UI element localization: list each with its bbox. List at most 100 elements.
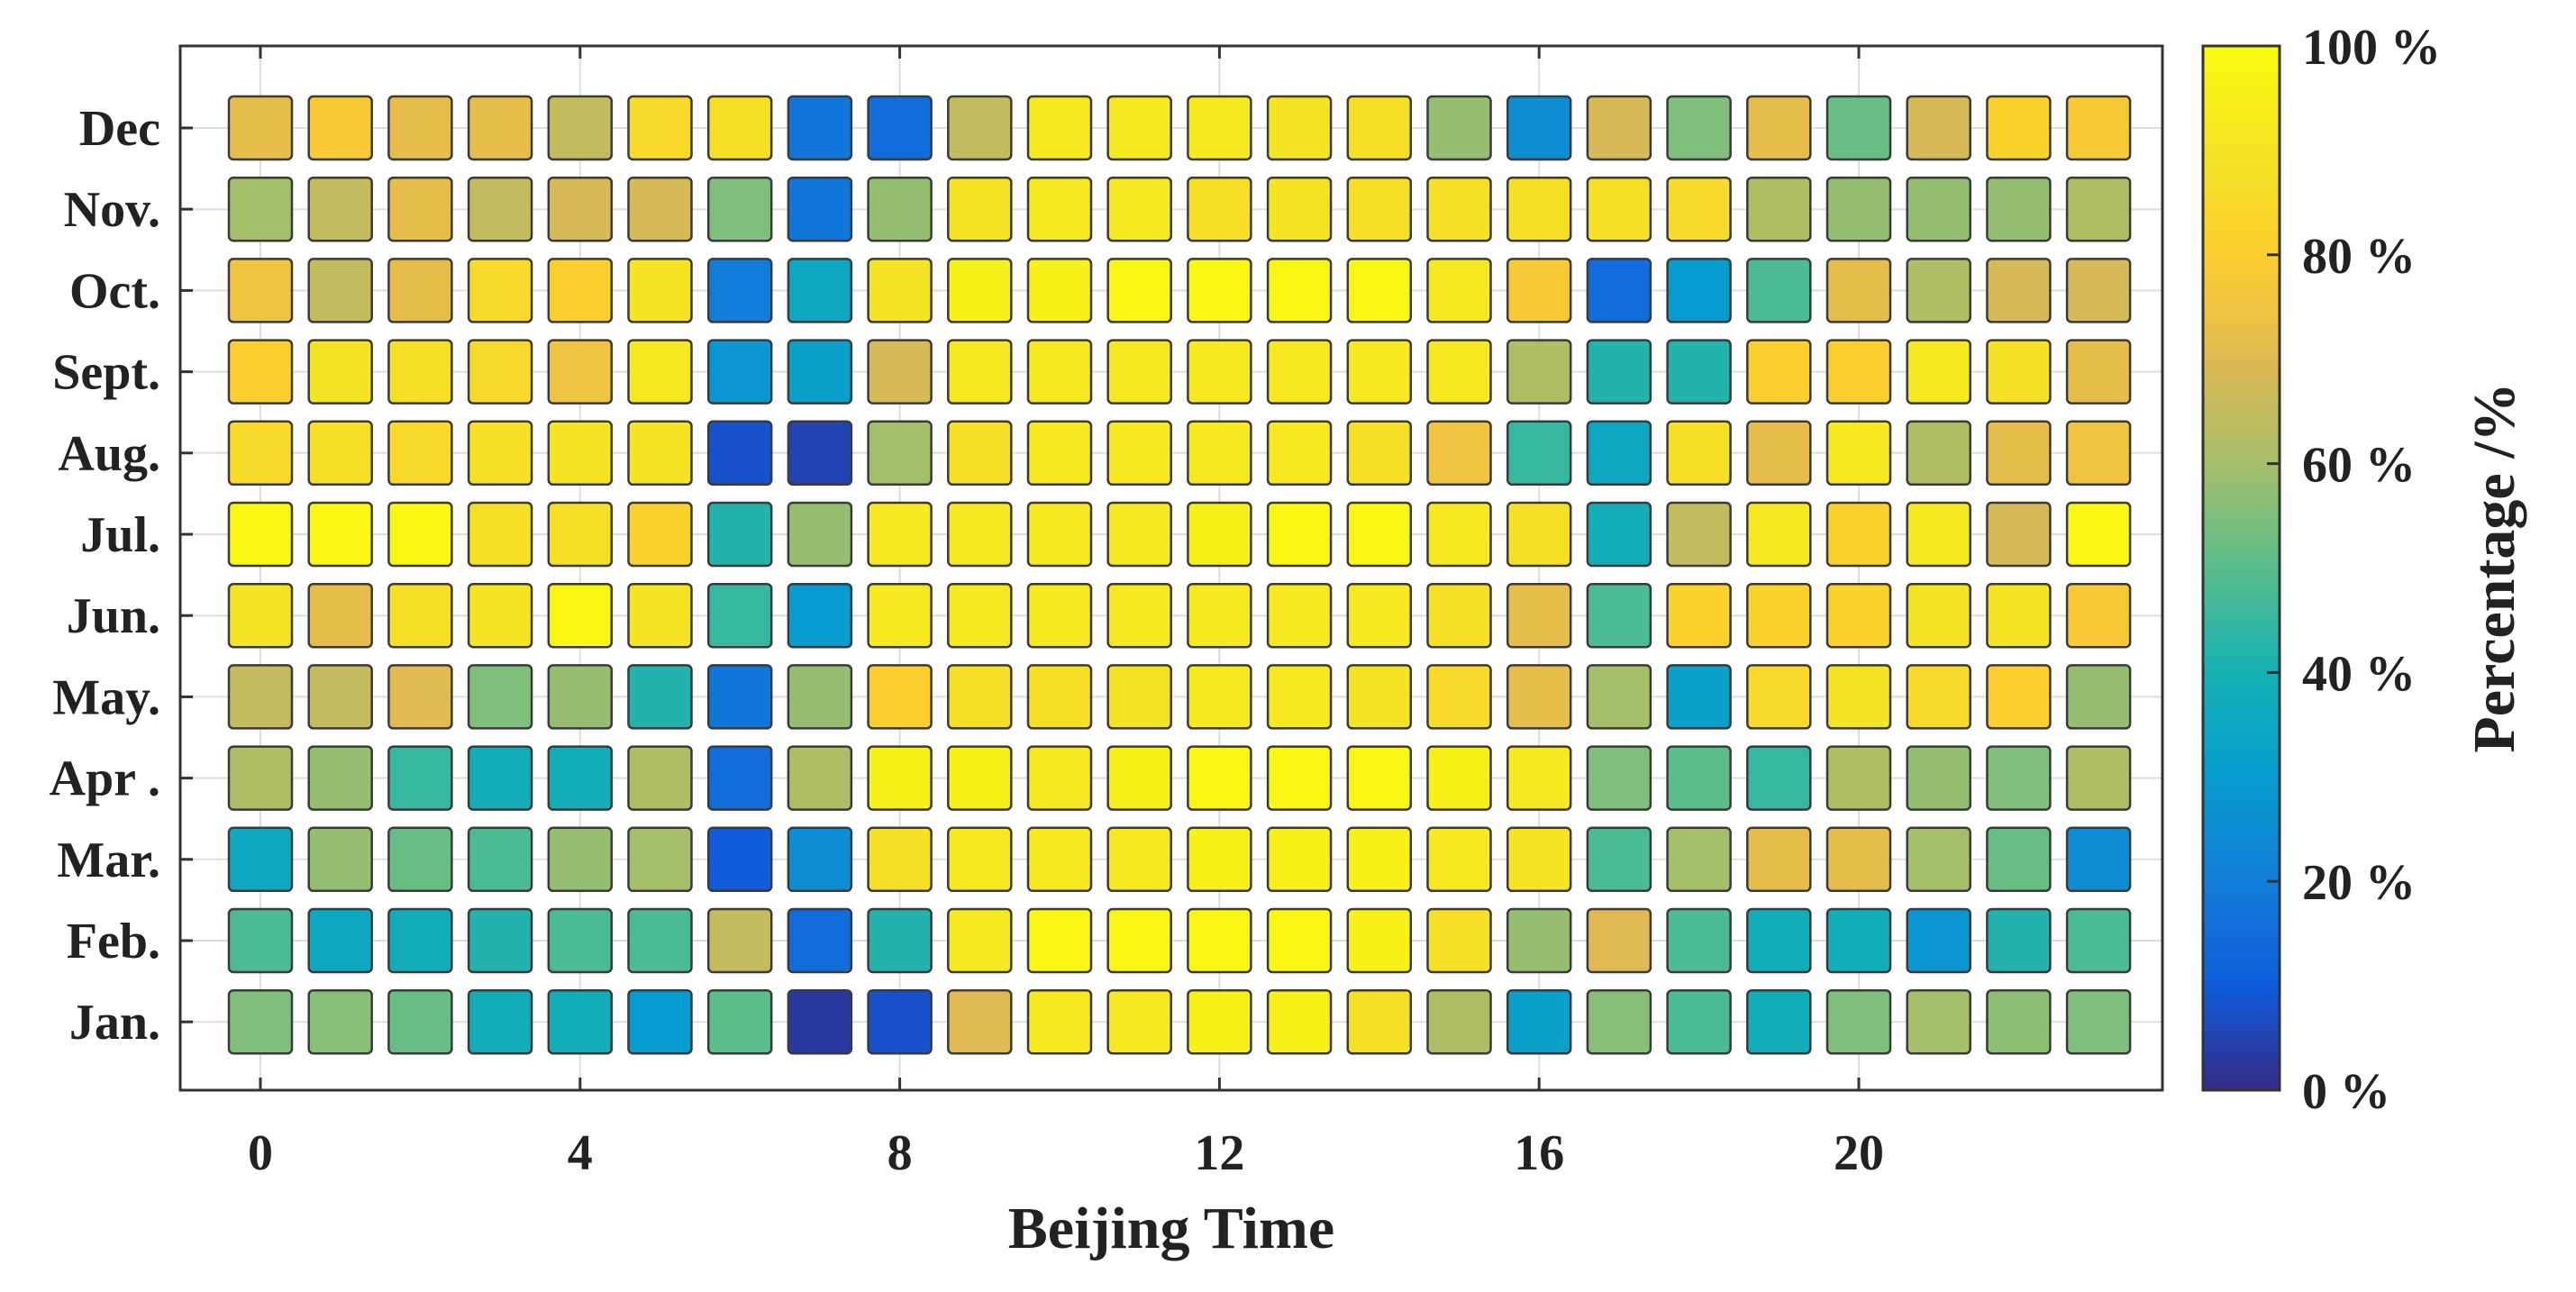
heatmap-cell [706, 907, 773, 974]
heatmap-cell [1586, 420, 1652, 487]
heatmap-cell [787, 664, 853, 730]
heatmap-cell [2065, 664, 2132, 730]
heatmap-cell [387, 664, 453, 730]
heatmap-cell [1187, 339, 1252, 405]
heatmap-cell [1825, 745, 1892, 811]
heatmap-cell [2065, 420, 2132, 487]
heatmap-cell [1346, 501, 1413, 568]
heatmap-cell [1825, 826, 1892, 893]
heatmap-cell [1266, 988, 1333, 1055]
heatmap-cell [1986, 907, 2052, 974]
heatmap-cell [867, 95, 933, 161]
heatmap-cell [627, 907, 693, 974]
colorbar-tick-label: 100 % [2302, 20, 2441, 76]
heatmap-cell [1266, 176, 1333, 242]
heatmap-cell [1666, 988, 1732, 1055]
heatmap-cell [1906, 501, 1971, 568]
heatmap-cell [947, 339, 1013, 405]
heatmap-cell [1666, 501, 1732, 568]
heatmap-cell [1106, 907, 1172, 974]
heatmap-cell [787, 95, 853, 161]
heatmap-cell [307, 826, 373, 893]
heatmap-cell [1346, 664, 1413, 730]
y-axis-ticks: Jan. Feb. Mar. Apr . May. Jun. Jul. Aug. Sept. Oc… [50, 101, 193, 1051]
heatmap-cell [1586, 826, 1652, 893]
heatmap-cell [1586, 988, 1652, 1055]
heatmap-cell [1986, 258, 2052, 323]
heatmap-cell [787, 420, 853, 487]
heatmap-cell [1906, 176, 1971, 242]
heatmap-cell [2065, 745, 2132, 811]
heatmap-cell [627, 95, 693, 161]
heatmap-cell [787, 582, 853, 649]
heatmap-cell [1026, 258, 1093, 323]
heatmap-cell [947, 258, 1013, 323]
heatmap-cell [1346, 258, 1413, 323]
heatmap-cell [1906, 420, 1971, 487]
heatmap-cell [1666, 664, 1732, 730]
heatmap-cell [387, 907, 453, 974]
heatmap-cell [867, 664, 933, 730]
heatmap-cell [387, 176, 453, 242]
colorbar [2201, 44, 2281, 1092]
heatmap-cell [1825, 907, 1892, 974]
heatmap-cell [1187, 501, 1252, 568]
heatmap-cell [387, 501, 453, 568]
heatmap-cell [1506, 95, 1572, 161]
heatmap-cell [947, 907, 1013, 974]
y-tick-label: Oct. [69, 263, 160, 319]
heatmap-cell [1746, 420, 1812, 487]
heatmap-cell [1106, 176, 1172, 242]
heatmap-cell [547, 988, 614, 1055]
heatmap-cell [706, 258, 773, 323]
heatmap-cell [1266, 664, 1333, 730]
heatmap-cell [627, 745, 693, 811]
heatmap-cell [1666, 907, 1732, 974]
heatmap-cell [1187, 420, 1252, 487]
heatmap-cell [1906, 988, 1971, 1055]
heatmap-cell [947, 176, 1013, 242]
heatmap-cell [387, 826, 453, 893]
colorbar-tick-label: 0 % [2302, 1064, 2390, 1120]
heatmap-cell [1426, 258, 1492, 323]
heatmap-cell [1026, 745, 1093, 811]
heatmap-cell [706, 664, 773, 730]
heatmap-cell [787, 745, 853, 811]
heatmap-cell [547, 745, 614, 811]
heatmap-cell [1266, 582, 1333, 649]
heatmap-cell [1346, 95, 1413, 161]
heatmap-cell [2065, 339, 2132, 405]
heatmap-cell [1986, 420, 2052, 487]
heatmap-cell [947, 582, 1013, 649]
heatmap-cell [227, 826, 294, 893]
heatmap-cell [1746, 745, 1812, 811]
heatmap-cell [1506, 339, 1572, 405]
heatmap-cell [1986, 664, 2052, 730]
heatmap-cell [1986, 745, 2052, 811]
heatmap-cell [1746, 95, 1812, 161]
x-axis-ticks: 0 4 8 12 16 20 [248, 46, 1884, 1181]
heatmap-cell [1106, 420, 1172, 487]
heatmap-cell [1506, 745, 1572, 811]
heatmap-cell [1426, 988, 1492, 1055]
heatmap-cell [947, 826, 1013, 893]
heatmap-cell [387, 420, 453, 487]
heatmap-cell [1187, 745, 1252, 811]
heatmap-cell [467, 176, 533, 242]
heatmap-cell [307, 988, 373, 1055]
heatmap-cell [1187, 95, 1252, 161]
y-tick-label: May. [52, 669, 160, 725]
heatmap-cell [1666, 95, 1732, 161]
heatmap-cell [1266, 501, 1333, 568]
heatmap-cell [1026, 501, 1093, 568]
heatmap-cell [307, 664, 373, 730]
heatmap-cell [387, 582, 453, 649]
heatmap-cell [627, 339, 693, 405]
heatmap-cell [1986, 501, 2052, 568]
heatmap-cell [1746, 176, 1812, 242]
heatmap-cell [1106, 339, 1172, 405]
heatmap-cell [2065, 988, 2132, 1055]
y-tick-label: Feb. [67, 914, 160, 969]
heatmap-cell [227, 582, 294, 649]
heatmap-cell [307, 95, 373, 161]
